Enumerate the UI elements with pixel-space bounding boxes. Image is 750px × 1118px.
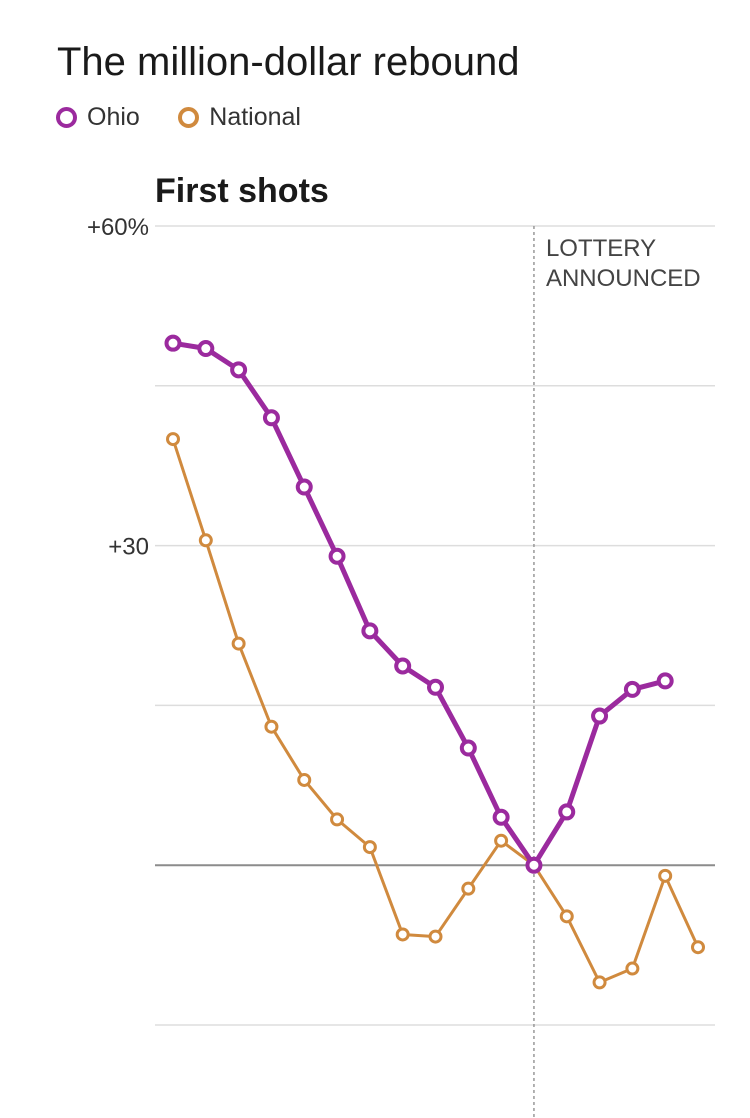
data-point-national: [691, 940, 705, 955]
data-point-ohio: [262, 409, 280, 427]
data-point-national: [231, 636, 246, 651]
data-point-national: [362, 840, 377, 855]
y-tick-label: +60%: [87, 214, 149, 241]
lottery-annotation: LOTTERY ANNOUNCED: [533, 226, 701, 1118]
data-point-ohio: [656, 672, 674, 690]
legend-item-national: National: [178, 103, 301, 132]
data-point-ohio: [623, 680, 641, 698]
data-point-national: [330, 812, 345, 827]
gridlines: [155, 225, 715, 1026]
data-point-ohio: [427, 678, 444, 696]
legend-label-ohio: Ohio: [87, 103, 140, 131]
series-ohio: [164, 334, 674, 874]
data-point-national: [625, 961, 640, 976]
data-point-national: [395, 927, 410, 942]
data-point-national: [198, 533, 213, 548]
data-point-national: [658, 868, 673, 883]
data-point-national: [559, 909, 574, 924]
data-point-ohio: [394, 657, 412, 675]
data-point-national: [264, 719, 279, 734]
legend-marker-national-icon: [178, 107, 200, 128]
annotation-label: LOTTERY: [546, 235, 656, 262]
data-point-ohio: [525, 856, 543, 874]
legend-label-national: National: [209, 103, 301, 131]
series-lines: [164, 334, 705, 990]
annotation-label: ANNOUNCED: [546, 265, 701, 292]
data-point-ohio: [558, 803, 576, 821]
chart-subtitle: First shots: [155, 172, 329, 210]
data-point-ohio: [591, 707, 609, 725]
legend-item-ohio: Ohio: [56, 103, 140, 132]
series-national: [166, 432, 705, 990]
data-point-national: [592, 975, 607, 990]
series-line-national: [171, 437, 700, 984]
data-point-national: [166, 432, 180, 447]
data-point-ohio: [197, 340, 215, 358]
legend-marker-ohio-icon: [56, 107, 77, 128]
data-point-national: [297, 772, 312, 787]
data-point-ohio: [295, 478, 313, 496]
data-point-ohio: [361, 622, 379, 640]
data-point-national: [461, 881, 476, 896]
data-point-ohio: [492, 808, 510, 826]
data-point-ohio: [459, 739, 477, 757]
y-tick-label: +30: [108, 534, 149, 561]
data-point-ohio: [328, 547, 346, 565]
y-axis-ticks: +60% +30: [87, 214, 149, 561]
data-point-national: [494, 833, 509, 848]
series-line-ohio: [170, 340, 668, 868]
legend: Ohio National: [56, 103, 335, 133]
data-point-national: [428, 929, 443, 944]
data-point-ohio: [230, 361, 248, 379]
data-point-ohio: [164, 334, 182, 352]
chart-title: The million-dollar rebound: [57, 40, 520, 84]
